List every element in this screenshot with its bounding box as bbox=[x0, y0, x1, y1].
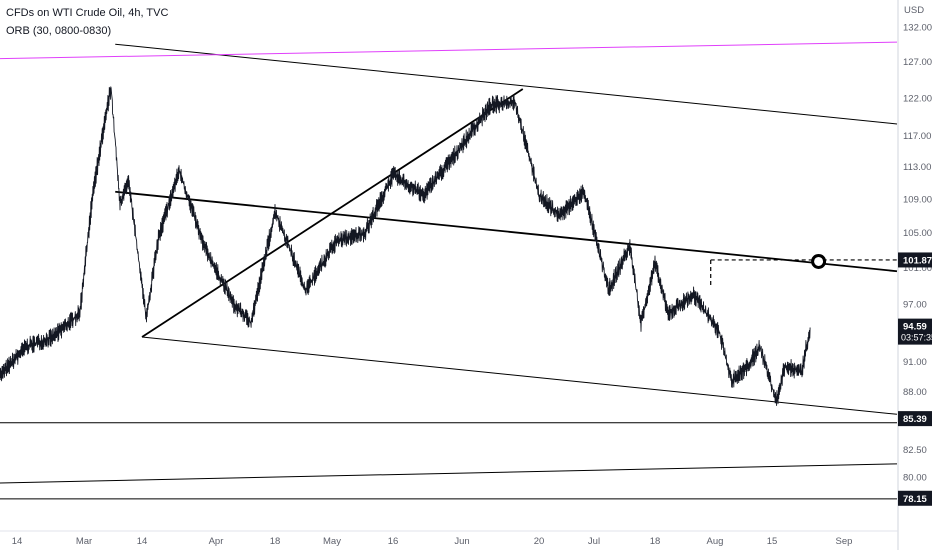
y-tick-label: 117.00 bbox=[903, 131, 931, 142]
y-tick-label: 127.00 bbox=[903, 57, 932, 68]
y-tick-label: 101.00 bbox=[903, 263, 932, 274]
x-tick-label: May bbox=[323, 536, 341, 547]
symbol-title[interactable]: CFDs on WTI Crude Oil, 4h, TVC bbox=[6, 7, 169, 19]
price-label-box bbox=[898, 252, 932, 268]
trendline-orb bbox=[0, 41, 898, 60]
x-tick-label: Jul bbox=[588, 536, 600, 547]
trendline-mid-trend bbox=[115, 190, 898, 273]
x-tick-label: 15 bbox=[767, 536, 778, 547]
x-tick-label: 14 bbox=[12, 536, 23, 547]
y-tick-label: 80.00 bbox=[903, 473, 927, 484]
price-label-box bbox=[898, 318, 932, 345]
y-axis-unit: USD bbox=[904, 5, 924, 16]
x-tick-label: Apr bbox=[209, 536, 224, 547]
x-tick-label: 14 bbox=[137, 536, 148, 547]
price-label-box bbox=[898, 490, 932, 506]
price-label: 78.15 bbox=[903, 494, 927, 505]
chart-legend: CFDs on WTI Crude Oil, 4h, TVC ORB (30, … bbox=[6, 4, 168, 40]
x-tick-label: Aug bbox=[707, 536, 724, 547]
price-label-box bbox=[898, 411, 932, 427]
price-label-countdown: 03:57:35 bbox=[901, 333, 932, 343]
x-tick-label: Jun bbox=[454, 536, 469, 547]
indicator-label[interactable]: ORB (30, 0800-0830) bbox=[6, 25, 112, 37]
x-tick-label: Mar bbox=[76, 536, 92, 547]
y-tick-label: 82.50 bbox=[903, 445, 927, 456]
y-tick-label: 97.00 bbox=[903, 299, 927, 310]
trendline-channel-bottom bbox=[141, 336, 898, 415]
trendline-long-term bbox=[0, 463, 898, 484]
y-tick-label: 132.00 bbox=[903, 23, 932, 34]
price-label: 101.87 bbox=[903, 255, 932, 266]
price-label: 94.59 bbox=[903, 322, 927, 333]
trendline-channel-top bbox=[115, 43, 898, 125]
trendline-rising-trend bbox=[141, 88, 524, 338]
x-tick-label: 18 bbox=[650, 536, 661, 547]
circle-marker bbox=[811, 253, 827, 269]
price-label: 85.39 bbox=[903, 414, 927, 425]
price-series bbox=[0, 86, 811, 406]
y-tick-label: 88.00 bbox=[903, 387, 927, 398]
y-tick-label: 91.00 bbox=[903, 357, 927, 368]
y-tick-label: 109.00 bbox=[903, 195, 932, 206]
x-tick-label: 16 bbox=[388, 536, 399, 547]
x-tick-label: 20 bbox=[534, 536, 545, 547]
y-tick-label: 113.00 bbox=[903, 162, 931, 173]
y-tick-label: 105.00 bbox=[903, 228, 932, 239]
x-tick-label: Sep bbox=[836, 536, 853, 547]
y-tick-label: 122.00 bbox=[903, 93, 932, 104]
x-tick-label: 18 bbox=[270, 536, 281, 547]
